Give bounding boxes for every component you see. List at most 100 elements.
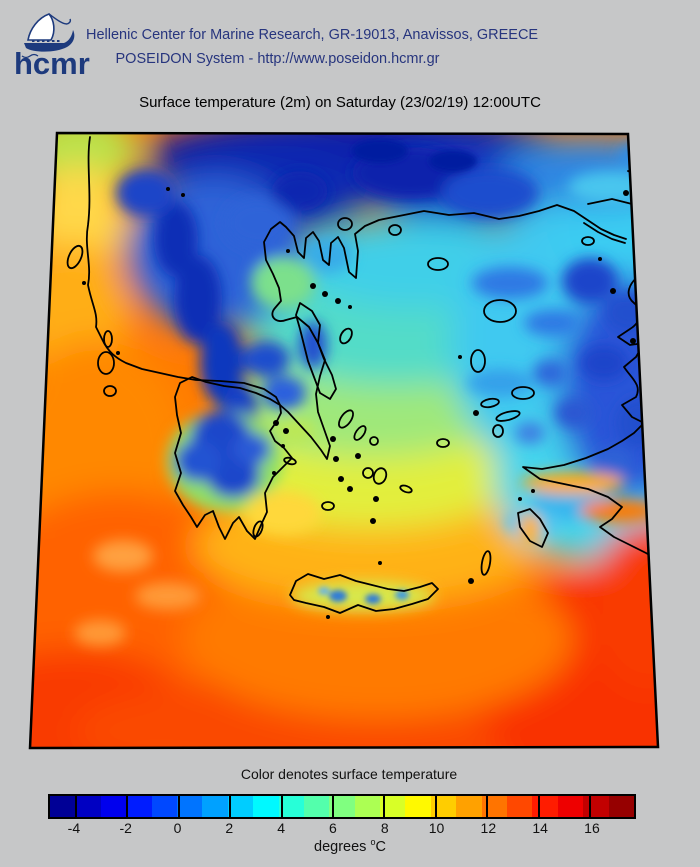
temperature-colorbar bbox=[48, 794, 636, 819]
coastline-path bbox=[289, 573, 439, 614]
temperature-map-canvas bbox=[28, 131, 660, 750]
colorbar-segment bbox=[456, 796, 482, 817]
temp-blob bbox=[533, 360, 567, 386]
temp-blob bbox=[472, 267, 548, 299]
island bbox=[283, 456, 297, 466]
island bbox=[66, 244, 84, 270]
colorbar-segment bbox=[430, 796, 457, 817]
island bbox=[321, 501, 335, 511]
colorbar-segment bbox=[126, 796, 152, 817]
temp-blob bbox=[352, 139, 408, 163]
island bbox=[436, 438, 450, 448]
colorbar-segment bbox=[227, 796, 254, 817]
colorbar-segment bbox=[507, 796, 533, 817]
temp-blob bbox=[558, 277, 658, 501]
island bbox=[355, 453, 361, 459]
temp-blob bbox=[318, 587, 330, 595]
colorbar-segment bbox=[75, 796, 101, 817]
logo-text: hcmr bbox=[14, 46, 90, 81]
island bbox=[388, 224, 402, 236]
island bbox=[82, 281, 86, 285]
island bbox=[330, 436, 336, 442]
island bbox=[623, 190, 629, 196]
degree-symbol: o bbox=[370, 837, 376, 847]
units-prefix: degrees bbox=[314, 838, 371, 855]
coastline-path bbox=[295, 302, 337, 400]
colorbar-tick-label: 0 bbox=[173, 820, 182, 836]
colorbar-segment bbox=[253, 796, 279, 817]
island bbox=[338, 476, 344, 482]
island bbox=[480, 397, 500, 409]
colorbar-segment bbox=[405, 796, 431, 817]
island bbox=[283, 428, 289, 434]
colorbar-tick-label: 4 bbox=[277, 820, 286, 836]
colorbar-tick-label: -4 bbox=[67, 820, 81, 836]
island bbox=[333, 456, 339, 462]
colorbar-tick-label: 8 bbox=[380, 820, 389, 836]
colorbar-caption: Color denotes surface temperature bbox=[240, 766, 458, 782]
colorbar-tick-label: 14 bbox=[532, 820, 548, 836]
temp-blob bbox=[329, 590, 347, 602]
temp-blob bbox=[174, 255, 222, 343]
colorbar-tick-label: 2 bbox=[225, 820, 234, 836]
temp-blob bbox=[251, 257, 315, 309]
hcmr-logo: hcmr bbox=[12, 10, 92, 81]
temp-blob bbox=[580, 345, 628, 381]
temp-blob bbox=[74, 620, 126, 646]
temp-blob bbox=[524, 310, 580, 336]
colorbar-tick bbox=[383, 796, 386, 817]
temp-blob bbox=[224, 197, 292, 249]
temp-blob bbox=[555, 398, 593, 428]
temp-blob bbox=[183, 559, 573, 719]
island bbox=[362, 467, 374, 479]
island bbox=[399, 484, 413, 494]
island bbox=[427, 257, 449, 271]
island bbox=[281, 444, 285, 448]
island bbox=[252, 520, 264, 538]
island bbox=[369, 436, 379, 446]
colorbar-segment bbox=[329, 796, 355, 817]
colorbar-tick bbox=[229, 796, 232, 817]
island bbox=[116, 351, 120, 355]
temp-blob bbox=[135, 582, 201, 610]
colorbar-tick bbox=[434, 796, 437, 817]
island bbox=[347, 486, 353, 492]
island bbox=[531, 489, 535, 493]
island bbox=[372, 467, 388, 485]
island bbox=[581, 236, 595, 246]
temp-blob bbox=[272, 171, 328, 211]
island bbox=[468, 578, 474, 584]
island bbox=[353, 425, 367, 441]
temp-blob bbox=[116, 169, 176, 217]
colorbar-segment bbox=[557, 796, 584, 817]
temp-blob bbox=[429, 150, 477, 172]
coastline-path bbox=[583, 222, 626, 244]
island bbox=[470, 349, 486, 373]
island bbox=[378, 561, 382, 565]
temperature-map bbox=[28, 131, 662, 751]
island bbox=[181, 193, 185, 197]
temp-blob bbox=[519, 513, 541, 545]
temp-blob bbox=[245, 491, 321, 535]
island bbox=[103, 385, 117, 397]
island bbox=[630, 338, 636, 344]
temp-blob bbox=[154, 201, 198, 277]
header-system-url-line: POSEIDON System - http://www.poseidon.hc… bbox=[115, 51, 440, 67]
temp-blob bbox=[30, 649, 198, 748]
temp-blob bbox=[594, 447, 634, 479]
colorbar-tick bbox=[74, 796, 77, 817]
colorbar-tick-label: 10 bbox=[428, 820, 445, 836]
temp-blob bbox=[365, 594, 381, 604]
island bbox=[483, 299, 517, 323]
island bbox=[335, 298, 341, 304]
temp-blob bbox=[521, 472, 625, 494]
colorbar-segment bbox=[583, 796, 609, 817]
island bbox=[518, 497, 522, 501]
island bbox=[348, 305, 352, 309]
islands bbox=[66, 187, 636, 619]
page-title: Surface temperature (2m) on Saturday (23… bbox=[139, 94, 541, 111]
colorbar-segment bbox=[202, 796, 228, 817]
colorbar-tick bbox=[589, 796, 592, 817]
temp-blob bbox=[304, 237, 352, 273]
